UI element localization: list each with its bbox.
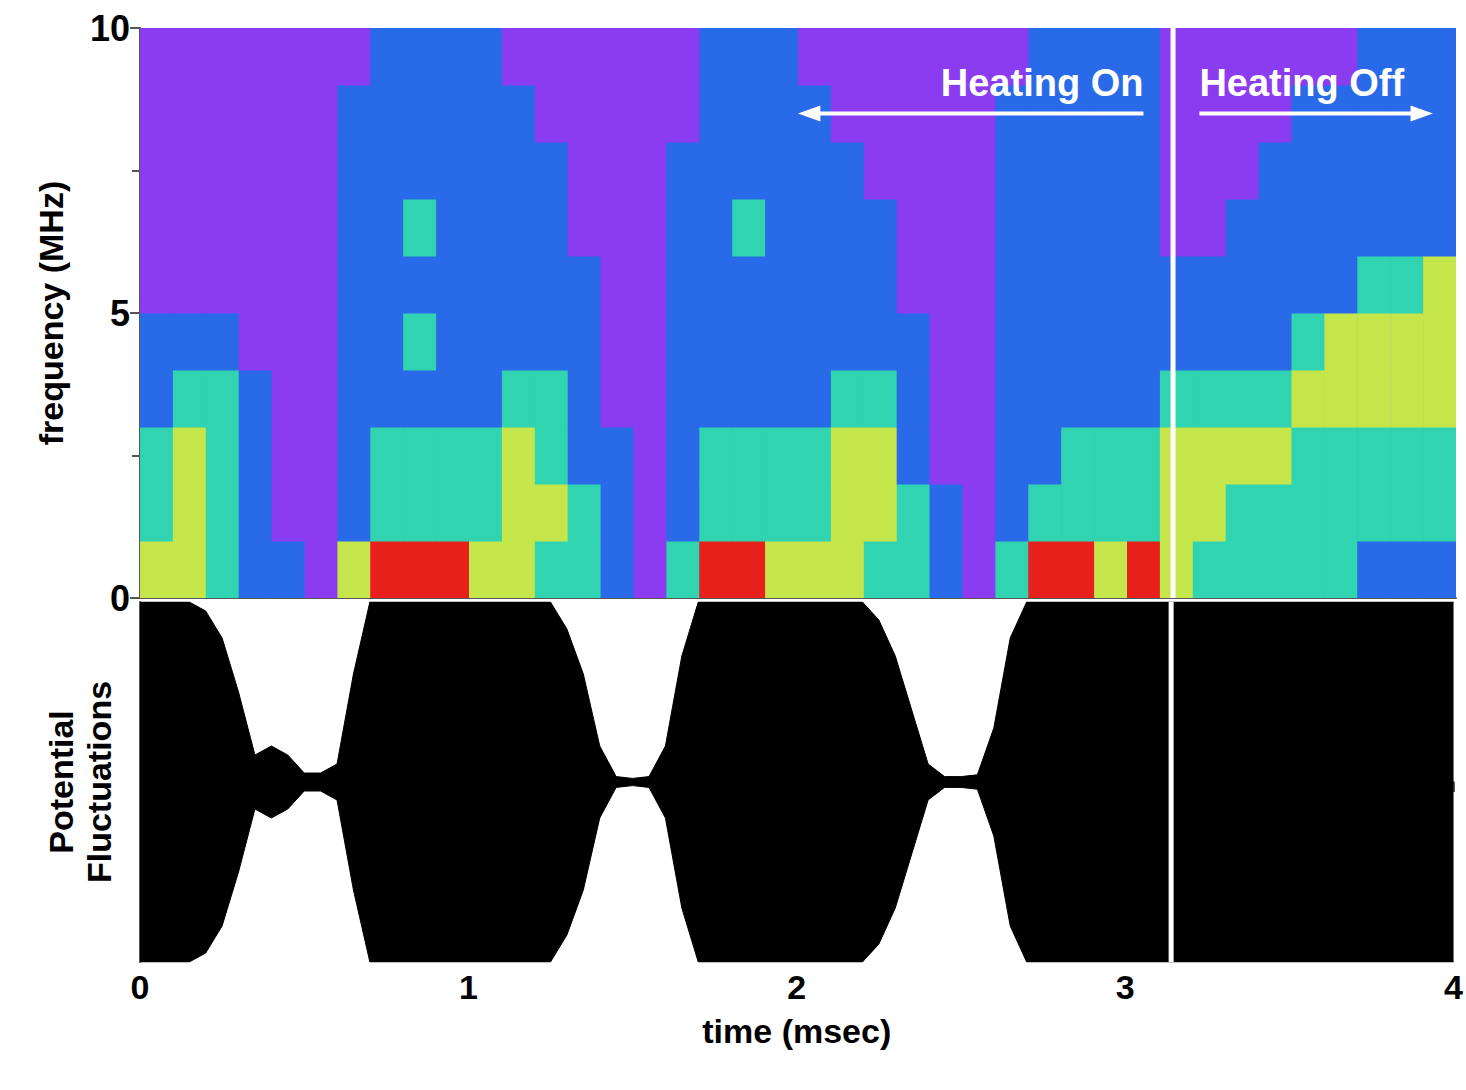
svg-text:10: 10 [90, 8, 130, 49]
svg-text:1: 1 [459, 968, 478, 1006]
svg-text:2: 2 [787, 968, 806, 1006]
svg-text:5: 5 [110, 293, 130, 334]
svg-text:0: 0 [110, 578, 130, 619]
svg-text:3: 3 [1116, 968, 1135, 1006]
svg-text:frequency (MHz): frequency (MHz) [32, 181, 70, 445]
svg-text:Potential: Potential [42, 710, 80, 854]
svg-text:0: 0 [131, 968, 150, 1006]
svg-text:time (msec): time (msec) [702, 1012, 891, 1050]
svg-text:Fluctuations: Fluctuations [80, 681, 118, 883]
svg-text:4: 4 [1444, 968, 1463, 1006]
svg-text:Heating Off: Heating Off [1199, 62, 1404, 104]
svg-text:Heating On: Heating On [941, 62, 1144, 104]
